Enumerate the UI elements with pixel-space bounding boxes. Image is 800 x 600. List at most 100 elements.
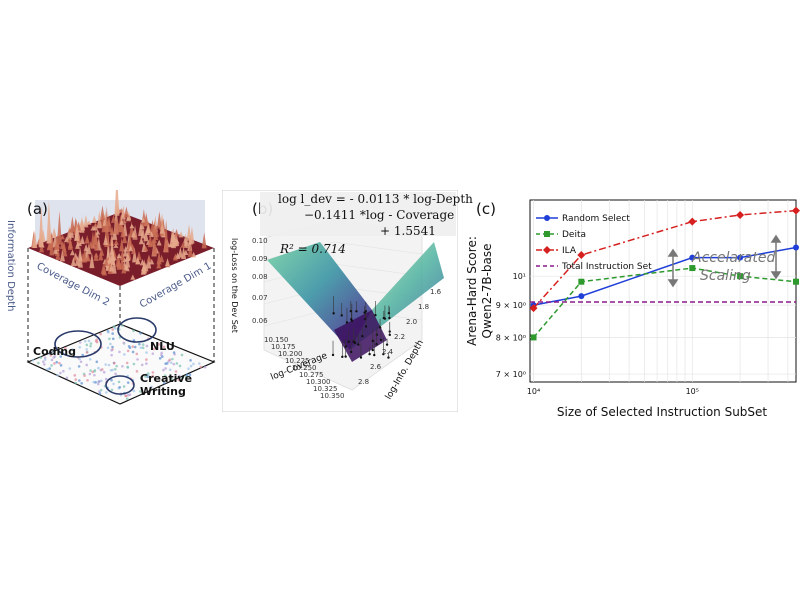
x-tick: 10.300 bbox=[306, 378, 331, 386]
terrain-peak bbox=[103, 235, 109, 245]
cluster-point bbox=[162, 368, 165, 372]
r-squared-label: R² = 0.714 bbox=[280, 242, 346, 256]
cluster-point bbox=[113, 367, 117, 371]
data-point bbox=[378, 326, 382, 329]
cluster-point bbox=[139, 346, 143, 349]
cluster-point bbox=[88, 357, 92, 361]
point-random-select bbox=[793, 244, 799, 251]
cluster-point bbox=[177, 378, 181, 382]
terrain-peak bbox=[59, 249, 65, 262]
panel-b-regression-plot: 0.10 0.09 0.08 0.07 0.06 10.150 10.175 10.… bbox=[222, 190, 473, 412]
terrain-peak bbox=[120, 226, 126, 238]
data-point bbox=[373, 353, 376, 357]
terrain-peak bbox=[163, 219, 169, 253]
cluster-point bbox=[157, 343, 161, 346]
cluster-point bbox=[169, 376, 172, 379]
cluster-point bbox=[139, 390, 142, 393]
terrain-peak bbox=[113, 239, 119, 246]
terrain-peak bbox=[32, 230, 38, 248]
point-random-select bbox=[578, 293, 585, 300]
y-tick: 2.0 bbox=[406, 318, 417, 326]
y-tick-label: 8 × 10⁰ bbox=[496, 333, 526, 342]
cluster-point bbox=[150, 341, 154, 345]
cluster-point bbox=[133, 345, 137, 349]
terrain-peak bbox=[111, 214, 117, 223]
terrain-peak bbox=[177, 246, 183, 258]
x-tick: 10.200 bbox=[278, 350, 303, 358]
data-point bbox=[355, 310, 358, 313]
surface-peaks bbox=[31, 174, 207, 280]
x-tick: 10.225 bbox=[285, 357, 310, 365]
data-point bbox=[388, 316, 391, 320]
terrain-peak bbox=[93, 252, 99, 258]
gap-arrows bbox=[667, 234, 782, 288]
cluster-point bbox=[43, 363, 46, 366]
terrain-peak bbox=[151, 237, 157, 243]
nlu-label: NLU bbox=[150, 340, 175, 353]
cluster-point bbox=[39, 356, 43, 359]
cluster-point bbox=[139, 332, 142, 335]
cluster-point bbox=[126, 381, 130, 384]
cluster-point bbox=[117, 380, 121, 384]
y-tick: 1.6 bbox=[430, 288, 442, 296]
legend-total-instruction-set: Total Instruction Set bbox=[561, 262, 652, 272]
x-tick-labels: 10⁴ 10⁵ bbox=[527, 387, 699, 396]
terrain-peak bbox=[180, 242, 186, 248]
terrain-peak bbox=[165, 258, 171, 267]
writing-label: Writing bbox=[140, 385, 186, 398]
data-point bbox=[349, 350, 353, 354]
cluster-point bbox=[42, 360, 45, 363]
cluster-point bbox=[37, 361, 40, 365]
point-ila bbox=[577, 251, 586, 260]
cluster-point bbox=[111, 328, 114, 331]
terrain-peak bbox=[86, 220, 92, 225]
equation-box bbox=[260, 192, 456, 236]
cluster-point bbox=[151, 371, 155, 374]
cluster-point bbox=[160, 351, 163, 355]
cluster-point bbox=[85, 351, 89, 354]
cluster-point bbox=[88, 372, 92, 376]
cluster-point bbox=[189, 364, 193, 368]
data-point bbox=[344, 355, 347, 358]
terrain-peak bbox=[93, 223, 99, 228]
terrain-peak bbox=[49, 238, 55, 256]
cluster-point bbox=[141, 346, 145, 350]
cluster-point bbox=[114, 372, 117, 376]
terrain-peak bbox=[66, 226, 72, 240]
cluster-point bbox=[98, 392, 102, 395]
terrain-peak bbox=[138, 237, 144, 245]
nlu-cluster-ellipse bbox=[117, 317, 157, 343]
cluster-point bbox=[89, 344, 92, 348]
data-point bbox=[332, 312, 335, 315]
cluster-point bbox=[74, 378, 78, 381]
cluster-point bbox=[146, 372, 150, 375]
series-line-ila bbox=[532, 209, 797, 309]
data-point bbox=[331, 353, 335, 357]
z-axis-label: Information Depth bbox=[5, 220, 16, 312]
cluster-point bbox=[104, 363, 108, 366]
y-tick-labels: 7 × 10⁰ 8 × 10⁰ 9 × 10⁰ 10¹ bbox=[496, 272, 526, 379]
cluster-point bbox=[203, 365, 207, 369]
x-tick: 10.325 bbox=[313, 385, 338, 393]
data-point bbox=[340, 314, 343, 317]
cluster-point bbox=[159, 344, 163, 348]
terrain-peak bbox=[77, 246, 83, 262]
cluster-point bbox=[151, 352, 155, 355]
cluster-point bbox=[171, 357, 174, 361]
point-ila bbox=[792, 206, 800, 215]
point-deita bbox=[793, 278, 799, 285]
cluster-point bbox=[144, 373, 148, 377]
cluster-point bbox=[122, 342, 126, 345]
cluster-point bbox=[59, 371, 62, 375]
terrain-peak bbox=[59, 240, 65, 249]
cluster-point bbox=[178, 364, 182, 368]
terrain-peak bbox=[116, 256, 122, 270]
grid-lines bbox=[530, 200, 796, 382]
point-deita bbox=[689, 265, 696, 272]
cluster-point bbox=[153, 377, 157, 381]
cluster-point bbox=[95, 360, 99, 364]
cluster-point bbox=[172, 351, 176, 354]
terrain-peak bbox=[186, 223, 192, 241]
cluster-point bbox=[164, 362, 167, 365]
legend: Random Select Deita ILA Total Instructio… bbox=[536, 214, 652, 272]
